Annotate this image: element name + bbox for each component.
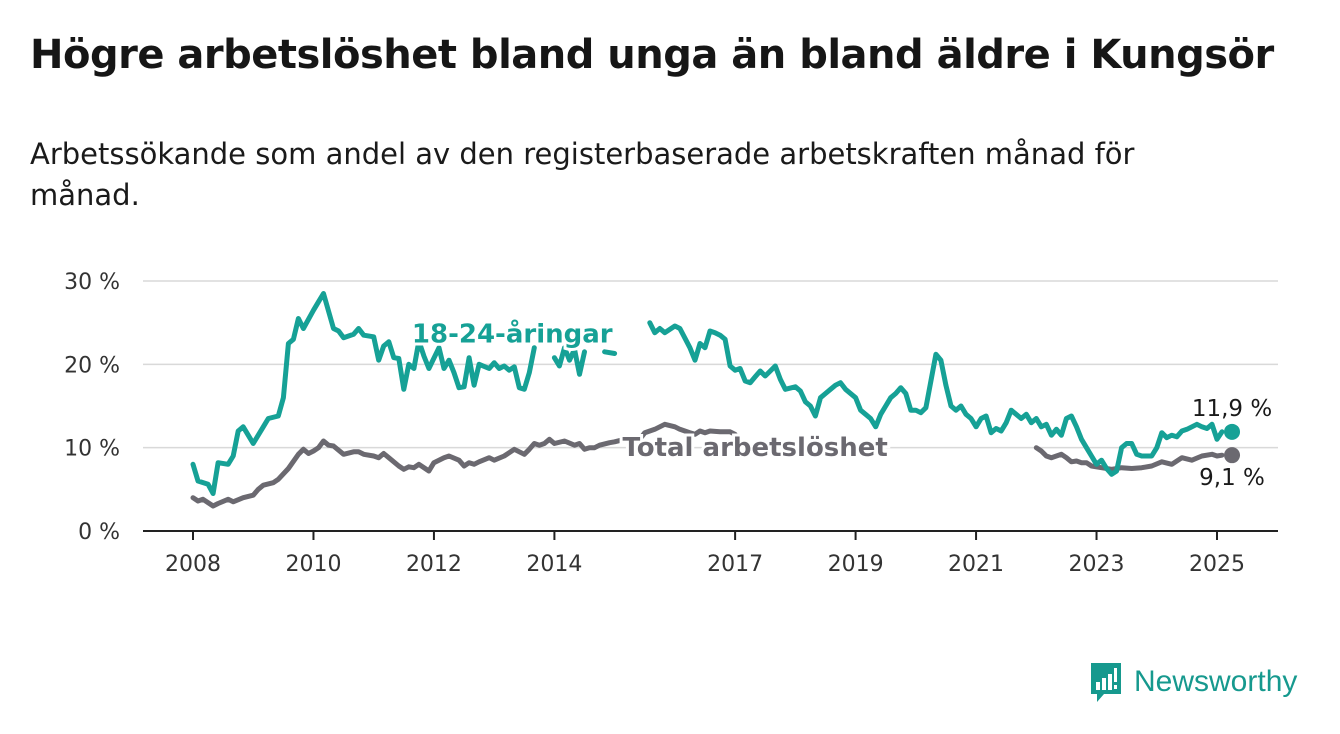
brand-logo: Newsworthy [1088, 660, 1297, 704]
series-line-youth [190, 291, 1225, 496]
end-point-youth [1224, 423, 1241, 440]
x-tick-label: 2008 [165, 552, 221, 577]
x-tick-label: 2012 [406, 552, 462, 577]
x-tick-label: 2025 [1189, 552, 1245, 577]
annotation-youth: 18-24-åringar [412, 318, 613, 350]
x-tick-label: 2019 [828, 552, 884, 577]
end-label-youth: 11,9 % [1192, 396, 1272, 422]
y-tick-label: 20 % [64, 353, 120, 378]
end-point-total [1224, 447, 1241, 464]
end-label-total: 9,1 % [1199, 465, 1265, 491]
x-tick-label: 2021 [948, 552, 1004, 577]
y-tick-label: 0 % [78, 520, 120, 545]
annotation-total: Total arbetslöshet [622, 433, 887, 463]
x-tick-label: 2023 [1069, 552, 1125, 577]
brand-name: Newsworthy [1134, 665, 1298, 698]
x-tick-label: 2017 [707, 552, 763, 577]
x-tick-label: 2010 [285, 552, 341, 577]
y-tick-label: 30 % [64, 270, 120, 295]
y-tick-label: 10 % [64, 437, 120, 462]
x-tick-label: 2014 [526, 552, 582, 577]
newsworthy-logo-icon [1091, 663, 1121, 702]
chart-subtitle: Arbetssökande som andel av den registerb… [30, 137, 1135, 212]
chart-title: Högre arbetslöshet bland unga än bland ä… [30, 32, 1274, 78]
